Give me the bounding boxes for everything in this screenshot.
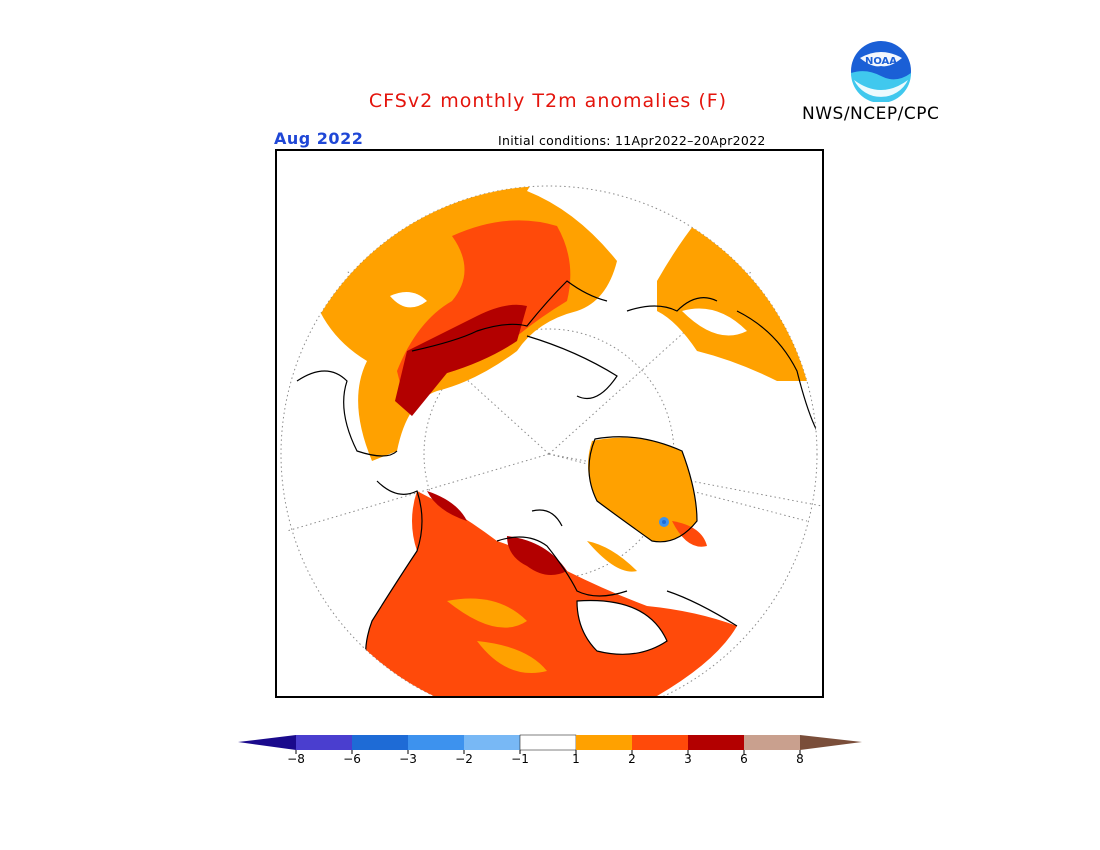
polar-map: [280, 185, 822, 696]
chart-title: CFSv2 monthly T2m anomalies (F): [368, 90, 728, 112]
colorbar-bin: [352, 735, 408, 750]
map-frame: [275, 149, 824, 698]
colorbar-below-arrow: [238, 735, 296, 750]
asia-anomaly: [657, 219, 817, 381]
colorbar-tick-label: −8: [287, 752, 305, 766]
valid-month: Aug 2022: [274, 129, 364, 148]
north-america-anomaly: [365, 491, 737, 696]
colorbar-bin: [688, 735, 744, 750]
colorbar-bin: [576, 735, 632, 750]
colorbar-tick-label: 1: [572, 752, 580, 766]
logo-text: NOAA: [865, 56, 897, 67]
colorbar-bin: [744, 735, 800, 750]
noaa-logo: NOAA: [851, 41, 911, 102]
agency-label: NWS/NCEP/CPC: [802, 104, 940, 124]
coastlines: [296, 280, 817, 696]
greenland-anomaly: [588, 437, 707, 547]
colorbar-bin: [632, 735, 688, 750]
colorbar-bin: [296, 735, 352, 750]
colorbar-tick-label: 6: [740, 752, 748, 766]
colorbar-bin: [408, 735, 464, 750]
colorbar-bin: [464, 735, 520, 750]
colorbar-above-arrow: [800, 735, 862, 750]
colorbar-tick-label: −6: [343, 752, 361, 766]
initial-conditions: Initial conditions: 11Apr2022–20Apr2022: [498, 133, 766, 148]
colorbar-tick-label: 2: [628, 752, 636, 766]
colorbar: [238, 734, 862, 754]
colorbar-tick-label: −2: [455, 752, 473, 766]
colorbar-tick-label: −3: [399, 752, 417, 766]
colorbar-tick-label: 3: [684, 752, 692, 766]
eurasia-anomaly: [307, 186, 627, 461]
colorbar-bin: [519, 734, 577, 751]
colorbar-tick-label: 8: [796, 752, 804, 766]
colorbar-tick-label: −1: [511, 752, 529, 766]
